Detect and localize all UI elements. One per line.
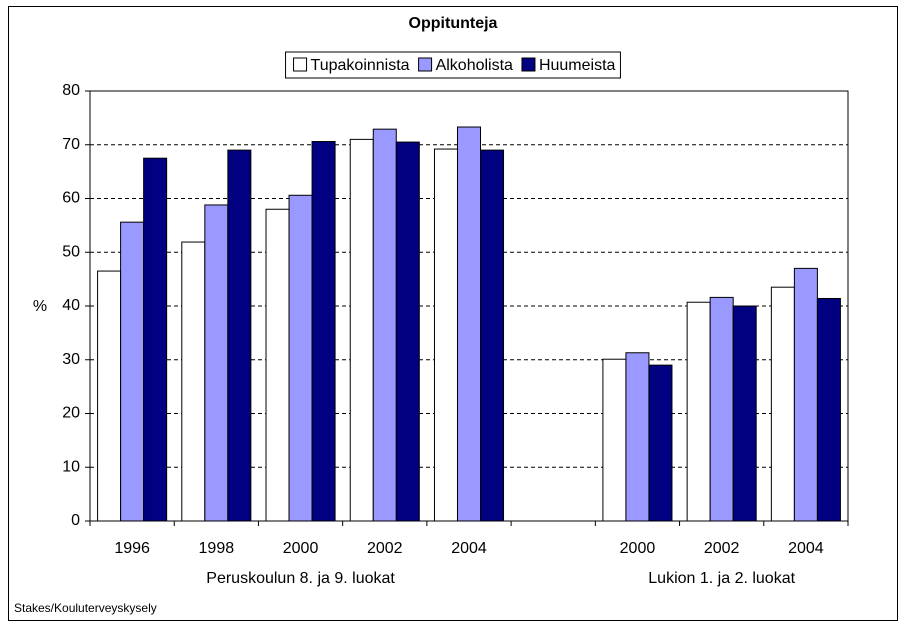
bar: [120, 221, 145, 522]
bar: [480, 149, 505, 522]
chart-title: Oppitunteja: [409, 15, 498, 32]
x-tick-label: 1996: [114, 540, 150, 557]
bar: [456, 126, 482, 522]
bar: [770, 286, 795, 522]
y-tick-label: 20: [62, 405, 80, 422]
legend-label: Huumeista: [539, 57, 616, 74]
legend-swatch: [521, 57, 536, 72]
legend-box: [285, 51, 621, 79]
y-tick-label: 60: [62, 190, 80, 207]
x-tick-label: 2002: [367, 540, 403, 557]
y-tick-label: 40: [62, 297, 80, 314]
bar: [204, 204, 229, 522]
bar: [648, 364, 673, 522]
bar: [181, 241, 206, 522]
bar: [602, 358, 627, 522]
x-tick-label: 2000: [620, 540, 656, 557]
y-tick-label: 10: [62, 458, 80, 475]
y-tick-label: 50: [62, 243, 80, 260]
x-tick-label: 1998: [199, 540, 235, 557]
y-tick-label: 70: [62, 136, 80, 153]
y-axis-label: %: [33, 298, 47, 315]
bar: [227, 149, 252, 522]
y-tick-label: 30: [62, 351, 80, 368]
legend-label: Alkoholista: [436, 57, 513, 74]
plot-frame: [89, 90, 849, 522]
legend-swatch: [418, 57, 433, 72]
bar: [265, 208, 290, 522]
source-note: Stakes/Kouluterveyskysely: [14, 601, 157, 615]
y-tick-label: 0: [71, 512, 80, 529]
bar: [288, 194, 313, 522]
bar: [395, 141, 420, 522]
bar: [709, 296, 734, 522]
bar: [732, 305, 757, 522]
group-label: Lukion 1. ja 2. luokat: [648, 570, 795, 587]
x-tick-label: 2004: [451, 540, 487, 557]
x-tick-label: 2004: [788, 540, 824, 557]
legend-label: Tupakoinnista: [311, 57, 410, 74]
y-tick-label: 80: [62, 82, 80, 99]
bar: [625, 352, 650, 522]
bar: [816, 297, 841, 522]
group-label: Peruskoulun 8. ja 9. luokat: [206, 570, 395, 587]
bar: [349, 138, 374, 522]
legend-swatch: [293, 57, 308, 72]
bar: [686, 301, 711, 522]
x-tick-label: 2000: [283, 540, 319, 557]
bar: [143, 157, 168, 522]
bar: [793, 267, 818, 522]
bar: [433, 148, 458, 522]
bar: [97, 270, 122, 522]
x-tick-label: 2002: [704, 540, 740, 557]
bar: [311, 141, 336, 522]
bar: [372, 128, 397, 522]
